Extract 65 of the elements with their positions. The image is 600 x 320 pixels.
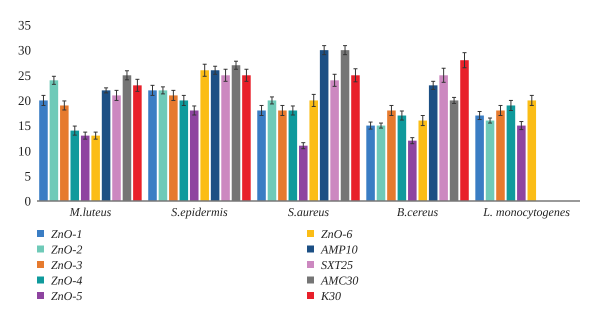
bar: [475, 116, 484, 201]
bar: [309, 100, 318, 201]
bar: [299, 146, 308, 201]
bar: [60, 105, 69, 201]
bar: [221, 75, 230, 201]
bar: [158, 90, 168, 201]
legend-label: SXT25: [321, 258, 354, 272]
bar: [496, 110, 505, 201]
legend-label: ZnO-3: [51, 258, 82, 272]
bar: [200, 70, 209, 201]
bar: [91, 136, 100, 201]
bar: [180, 100, 188, 201]
y-tick-label: 5: [24, 168, 31, 184]
y-tick-label: 10: [18, 143, 31, 158]
bar: [439, 75, 448, 201]
bar: [70, 130, 80, 201]
y-tick-label: 15: [18, 118, 31, 134]
x-tick-label: B.cereus: [396, 205, 438, 219]
y-tick-label: 30: [18, 42, 31, 58]
legend-label: ZnO-5: [51, 289, 82, 304]
bar: [330, 80, 339, 201]
legend-label: ZnO-6: [321, 227, 352, 242]
legend-label: K30: [320, 289, 342, 304]
bar: [320, 50, 328, 201]
legend-label: AMC30: [320, 274, 358, 288]
y-tick-label: 35: [18, 18, 31, 33]
bar: [486, 120, 494, 201]
bar: [190, 110, 199, 201]
x-tick-label: S.epidermis: [171, 205, 228, 219]
legend-label: AMP10: [320, 242, 358, 257]
bar: [80, 136, 90, 201]
bar: [210, 70, 220, 201]
x-tick-label: S.aureus: [288, 205, 330, 219]
bar: [242, 75, 251, 201]
bar: [366, 126, 375, 201]
bar: [387, 110, 396, 201]
bar: [268, 100, 276, 201]
legend-label: ZnO-2: [51, 242, 82, 257]
bar: [460, 60, 469, 201]
x-tick-label: L. monocytogenes: [482, 205, 570, 219]
bar: [288, 110, 298, 201]
bar: [528, 100, 536, 201]
bar: [351, 75, 360, 201]
bar: [112, 95, 121, 201]
bar: [278, 110, 287, 201]
bar: [257, 110, 266, 201]
bar: [398, 116, 406, 201]
bar: [408, 140, 417, 201]
bar: [506, 105, 516, 201]
bar: [517, 126, 526, 201]
y-tick-label: 0: [24, 194, 31, 209]
bar: [39, 100, 48, 201]
legend-label: ZnO-1: [51, 227, 82, 242]
bar: [148, 90, 157, 201]
bar: [133, 85, 142, 201]
y-tick-label: 25: [18, 68, 31, 83]
bar: [50, 80, 58, 201]
bar: [169, 95, 178, 201]
y-tick-label: 20: [18, 92, 31, 108]
x-tick-label: M.luteus: [68, 205, 112, 219]
bar: [376, 126, 386, 201]
bar: [418, 120, 428, 201]
legend-label: ZnO-4: [51, 274, 82, 288]
bar: [428, 85, 438, 201]
bar: [102, 90, 110, 201]
